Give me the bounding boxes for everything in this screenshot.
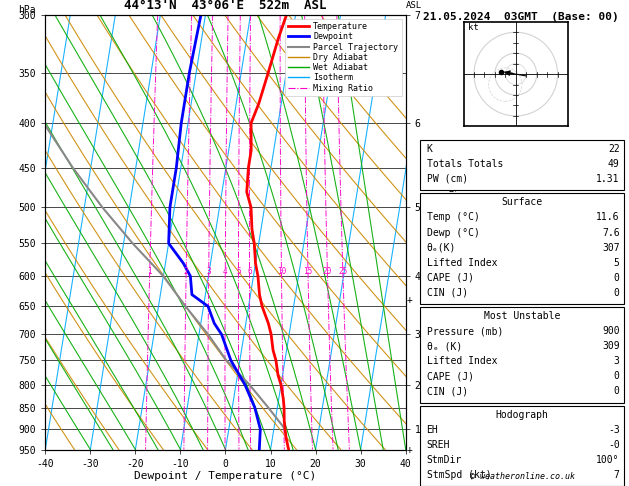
Text: Hodograph: Hodograph (496, 410, 548, 420)
Text: θₑ(K): θₑ(K) (426, 243, 456, 253)
Text: +: + (407, 295, 413, 306)
Text: 15: 15 (303, 267, 313, 276)
Text: 3: 3 (206, 267, 211, 276)
Text: 10: 10 (277, 267, 286, 276)
Text: 0: 0 (614, 386, 620, 397)
Text: SREH: SREH (426, 440, 450, 450)
Text: 0: 0 (614, 288, 620, 298)
Text: θₑ (K): θₑ (K) (426, 341, 462, 351)
Text: Most Unstable: Most Unstable (484, 311, 560, 321)
Text: Pressure (mb): Pressure (mb) (426, 326, 503, 336)
Text: © weatheronline.co.uk: © weatheronline.co.uk (470, 472, 574, 481)
Text: CIN (J): CIN (J) (426, 386, 468, 397)
FancyBboxPatch shape (420, 405, 624, 486)
Text: CAPE (J): CAPE (J) (426, 273, 474, 283)
FancyBboxPatch shape (420, 307, 624, 403)
Text: 5: 5 (236, 267, 241, 276)
Text: Totals Totals: Totals Totals (426, 159, 503, 169)
Text: 0: 0 (614, 371, 620, 382)
Text: 22: 22 (608, 144, 620, 154)
Text: 7: 7 (614, 470, 620, 480)
Text: Dewp (°C): Dewp (°C) (426, 227, 479, 238)
Text: 307: 307 (602, 243, 620, 253)
Text: 1.31: 1.31 (596, 174, 620, 184)
X-axis label: Dewpoint / Temperature (°C): Dewpoint / Temperature (°C) (135, 471, 316, 481)
Text: 1: 1 (147, 267, 152, 276)
Text: +: + (407, 445, 413, 454)
Text: K: K (426, 144, 433, 154)
Text: Mixing Ratio (g/kg): Mixing Ratio (g/kg) (448, 181, 457, 283)
Text: CAPE (J): CAPE (J) (426, 371, 474, 382)
Text: 100°: 100° (596, 455, 620, 465)
Text: EH: EH (426, 425, 438, 435)
Text: PW (cm): PW (cm) (426, 174, 468, 184)
Text: 4: 4 (223, 267, 228, 276)
Text: -3: -3 (608, 425, 620, 435)
Text: hPa: hPa (18, 4, 36, 15)
Text: km
ASL: km ASL (406, 0, 422, 10)
Text: CIN (J): CIN (J) (426, 288, 468, 298)
Legend: Temperature, Dewpoint, Parcel Trajectory, Dry Adiabat, Wet Adiabat, Isotherm, Mi: Temperature, Dewpoint, Parcel Trajectory… (285, 19, 401, 96)
Text: 7.6: 7.6 (602, 227, 620, 238)
Text: 25: 25 (338, 267, 348, 276)
Text: 900: 900 (602, 326, 620, 336)
Text: 20: 20 (323, 267, 332, 276)
FancyBboxPatch shape (420, 139, 624, 191)
Text: Lifted Index: Lifted Index (426, 356, 497, 366)
Text: 5: 5 (614, 258, 620, 268)
Text: kt: kt (468, 23, 479, 32)
Text: 11.6: 11.6 (596, 212, 620, 223)
FancyBboxPatch shape (420, 193, 624, 304)
Text: 21.05.2024  03GMT  (Base: 00): 21.05.2024 03GMT (Base: 00) (423, 12, 618, 22)
Text: 3: 3 (614, 356, 620, 366)
Text: 49: 49 (608, 159, 620, 169)
Text: Lifted Index: Lifted Index (426, 258, 497, 268)
Text: 2: 2 (184, 267, 188, 276)
Text: Temp (°C): Temp (°C) (426, 212, 479, 223)
Text: 44°13'N  43°06'E  522m  ASL: 44°13'N 43°06'E 522m ASL (125, 0, 326, 12)
Text: 6: 6 (247, 267, 252, 276)
Text: 309: 309 (602, 341, 620, 351)
Text: -0: -0 (608, 440, 620, 450)
Text: StmDir: StmDir (426, 455, 462, 465)
Text: Surface: Surface (501, 197, 543, 208)
Text: StmSpd (kt): StmSpd (kt) (426, 470, 491, 480)
Text: 0: 0 (614, 273, 620, 283)
